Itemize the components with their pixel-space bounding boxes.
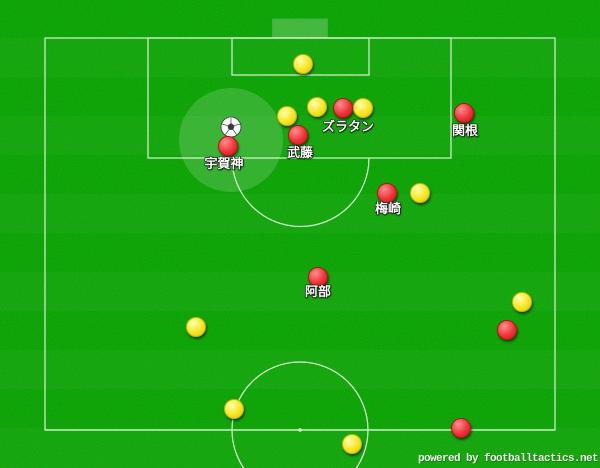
svg-text:武藤: 武藤 [287,145,314,160]
svg-text:ズラタン: ズラタン [322,119,374,134]
svg-text:梅崎: 梅崎 [375,201,401,216]
svg-text:関根: 関根 [452,123,479,138]
svg-text:阿部: 阿部 [305,284,331,299]
svg-text:宇賀神: 宇賀神 [204,156,243,171]
